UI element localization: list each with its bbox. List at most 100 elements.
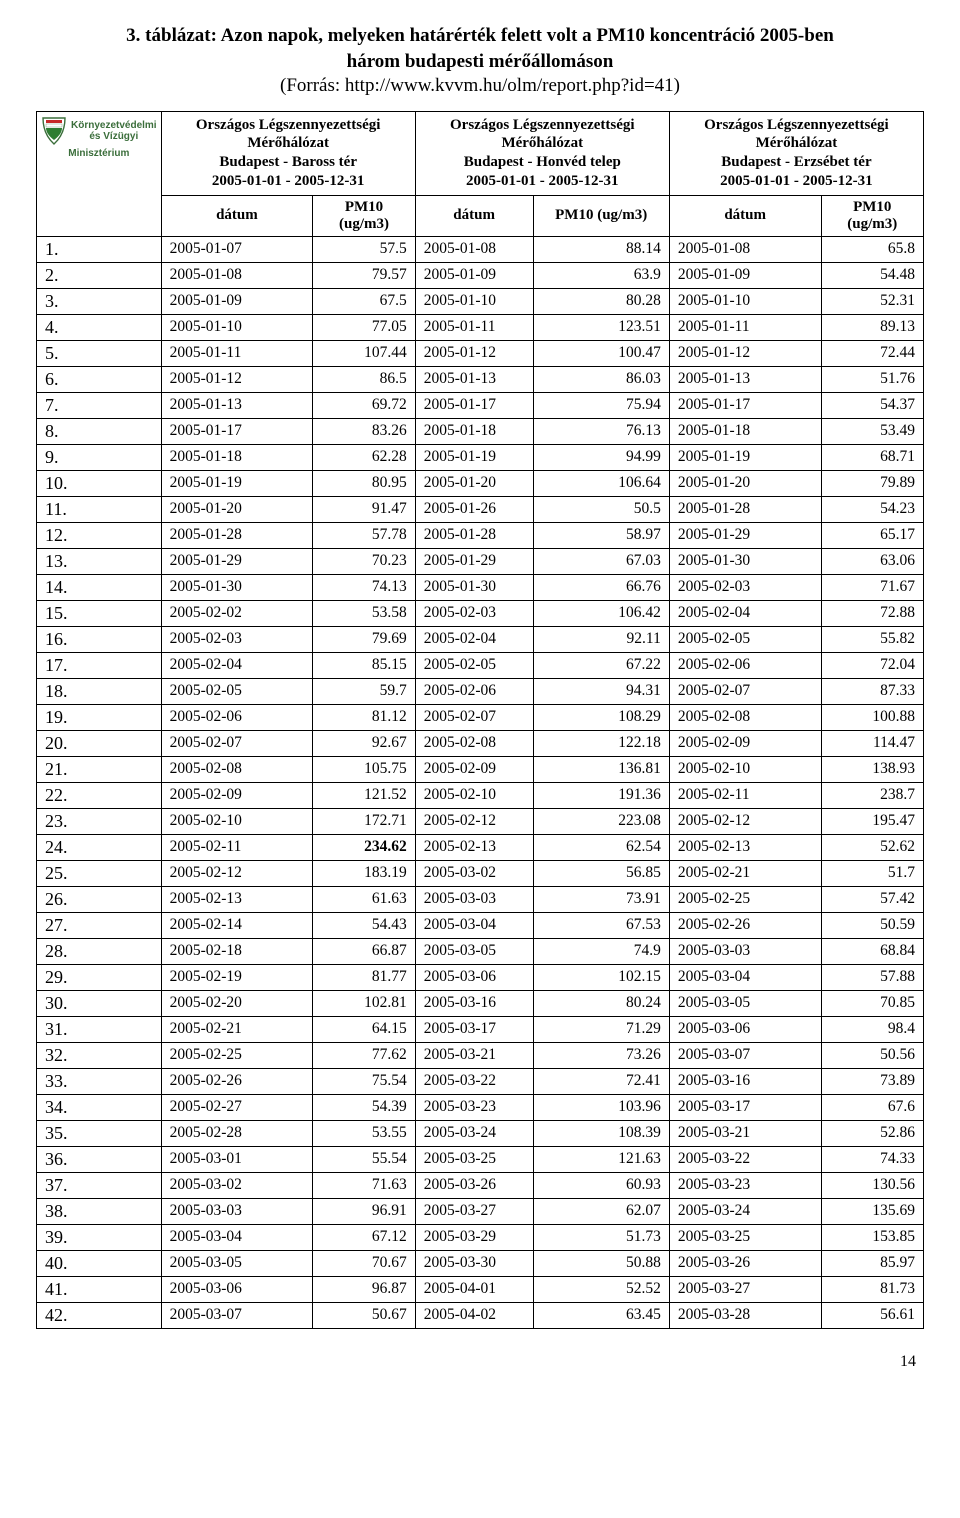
value-1: 96.87 [313,1276,415,1302]
row-number: 21. [37,756,162,782]
row-number: 36. [37,1146,162,1172]
date-3: 2005-03-22 [669,1146,821,1172]
date-1: 2005-01-30 [161,574,313,600]
table-row: 5.2005-01-11107.442005-01-12100.472005-0… [37,340,924,366]
table-row: 29.2005-02-1981.772005-03-06102.152005-0… [37,964,924,990]
row-number: 19. [37,704,162,730]
date-1: 2005-02-13 [161,886,313,912]
value-3: 65.17 [821,522,924,548]
date-3: 2005-03-07 [669,1042,821,1068]
value-1: 54.43 [313,912,415,938]
date-1: 2005-03-06 [161,1276,313,1302]
date-3: 2005-03-27 [669,1276,821,1302]
logo-cell: Környezetvédelmi és Vízügyi Minisztérium [37,111,162,236]
table-row: 37.2005-03-0271.632005-03-2660.932005-03… [37,1172,924,1198]
value-1: 59.7 [313,678,415,704]
row-number: 7. [37,392,162,418]
value-1: 96.91 [313,1198,415,1224]
date-3: 2005-02-25 [669,886,821,912]
value-3: 87.33 [821,678,924,704]
col-date-2: dátum [415,195,533,236]
value-1: 91.47 [313,496,415,522]
value-1: 53.55 [313,1120,415,1146]
row-number: 31. [37,1016,162,1042]
date-3: 2005-02-04 [669,600,821,626]
table-row: 15.2005-02-0253.582005-02-03106.422005-0… [37,600,924,626]
date-2: 2005-04-01 [415,1276,533,1302]
value-2: 71.29 [533,1016,669,1042]
value-2: 73.91 [533,886,669,912]
date-1: 2005-02-08 [161,756,313,782]
value-2: 92.11 [533,626,669,652]
value-2: 94.31 [533,678,669,704]
value-1: 102.81 [313,990,415,1016]
table-row: 25.2005-02-12183.192005-03-0256.852005-0… [37,860,924,886]
row-number: 32. [37,1042,162,1068]
table-row: 19.2005-02-0681.122005-02-07108.292005-0… [37,704,924,730]
date-1: 2005-02-04 [161,652,313,678]
value-3: 67.6 [821,1094,924,1120]
date-3: 2005-01-12 [669,340,821,366]
date-3: 2005-03-26 [669,1250,821,1276]
value-2: 80.28 [533,288,669,314]
date-2: 2005-02-05 [415,652,533,678]
date-3: 2005-03-03 [669,938,821,964]
value-2: 123.51 [533,314,669,340]
value-1: 57.78 [313,522,415,548]
date-2: 2005-03-23 [415,1094,533,1120]
source-line: (Forrás: http://www.kvvm.hu/olm/report.p… [36,75,924,97]
value-3: 63.06 [821,548,924,574]
station-1-header: Országos Légszennyezettségi Mérőhálózat … [161,111,415,195]
table-row: 34.2005-02-2754.392005-03-23103.962005-0… [37,1094,924,1120]
row-number: 2. [37,262,162,288]
date-1: 2005-02-03 [161,626,313,652]
value-3: 71.67 [821,574,924,600]
date-2: 2005-01-13 [415,366,533,392]
date-3: 2005-02-13 [669,834,821,860]
value-1: 77.62 [313,1042,415,1068]
date-2: 2005-01-17 [415,392,533,418]
date-3: 2005-03-04 [669,964,821,990]
value-1: 57.5 [313,236,415,262]
value-2: 74.9 [533,938,669,964]
date-3: 2005-01-29 [669,522,821,548]
row-number: 17. [37,652,162,678]
date-2: 2005-04-02 [415,1302,533,1328]
value-1: 172.71 [313,808,415,834]
date-2: 2005-01-26 [415,496,533,522]
date-3: 2005-01-11 [669,314,821,340]
table-row: 1.2005-01-0757.52005-01-0888.142005-01-0… [37,236,924,262]
value-1: 85.15 [313,652,415,678]
date-2: 2005-01-20 [415,470,533,496]
date-1: 2005-02-21 [161,1016,313,1042]
date-1: 2005-03-01 [161,1146,313,1172]
value-1: 86.5 [313,366,415,392]
table-row: 32.2005-02-2577.622005-03-2173.262005-03… [37,1042,924,1068]
date-1: 2005-02-06 [161,704,313,730]
date-1: 2005-02-02 [161,600,313,626]
date-3: 2005-01-08 [669,236,821,262]
date-2: 2005-02-07 [415,704,533,730]
value-3: 238.7 [821,782,924,808]
date-3: 2005-02-03 [669,574,821,600]
date-2: 2005-01-12 [415,340,533,366]
date-2: 2005-03-21 [415,1042,533,1068]
row-number: 37. [37,1172,162,1198]
value-2: 88.14 [533,236,669,262]
table-row: 8.2005-01-1783.262005-01-1876.132005-01-… [37,418,924,444]
value-3: 70.85 [821,990,924,1016]
logo-text-3: Minisztérium [41,148,157,159]
value-3: 51.7 [821,860,924,886]
date-3: 2005-03-17 [669,1094,821,1120]
date-3: 2005-01-19 [669,444,821,470]
date-3: 2005-03-28 [669,1302,821,1328]
table-row: 40.2005-03-0570.672005-03-3050.882005-03… [37,1250,924,1276]
date-3: 2005-01-09 [669,262,821,288]
table-row: 7.2005-01-1369.722005-01-1775.942005-01-… [37,392,924,418]
ministry-shield-icon [41,116,67,146]
date-1: 2005-01-20 [161,496,313,522]
value-1: 62.28 [313,444,415,470]
value-1: 66.87 [313,938,415,964]
table-row: 35.2005-02-2853.552005-03-24108.392005-0… [37,1120,924,1146]
value-1: 75.54 [313,1068,415,1094]
